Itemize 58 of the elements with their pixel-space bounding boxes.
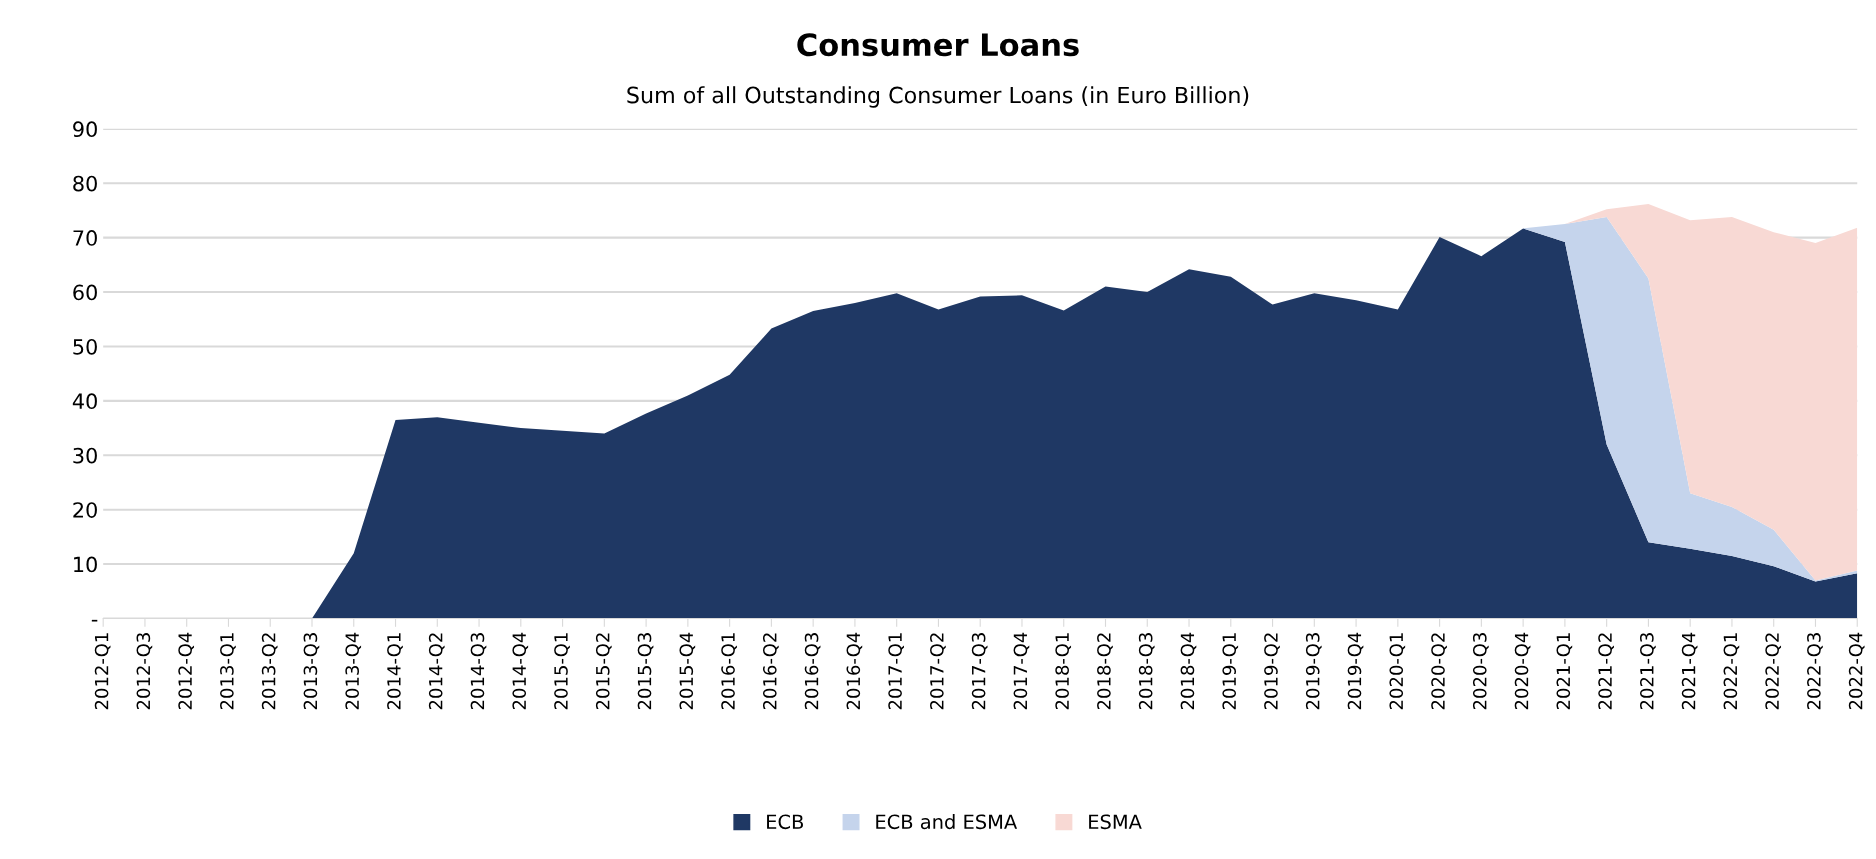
x-tick-label: 2012-Q3	[136, 633, 153, 710]
x-tick-label: 2017-Q1	[888, 633, 904, 710]
x-tick-label: 2016-Q2	[762, 633, 779, 710]
y-tick-label: -	[91, 619, 98, 622]
x-tick-label: 2014-Q4	[512, 632, 529, 710]
x-tick-label: 2022-Q2	[1765, 633, 1782, 710]
x-tick-label: 2016-Q4	[846, 632, 863, 710]
x-tick-label: 2021-Q4	[1681, 632, 1698, 710]
x-tick-label: 2014-Q3	[470, 633, 487, 710]
x-tick-label: 2013-Q2	[261, 633, 278, 710]
y-tick-label: 10	[74, 556, 97, 573]
x-tick-label: 2017-Q4	[1013, 632, 1030, 710]
y-tick-label: 20	[73, 502, 97, 518]
chart-title: Consumer Loans	[797, 33, 1079, 57]
y-tick-label: 40	[72, 393, 97, 410]
x-tick-label: 2021-Q1	[1556, 633, 1573, 710]
y-tick-label: 70	[73, 230, 97, 246]
x-tick-label: 2022-Q3	[1807, 633, 1823, 710]
y-tick-label: 50	[73, 338, 97, 355]
x-tick-label: 2015-Q1	[554, 633, 570, 710]
x-tick-label: 2020-Q1	[1389, 633, 1406, 710]
x-tick-label: 2019-Q3	[1305, 633, 1322, 710]
x-tick-label: 2022-Q4	[1848, 632, 1865, 710]
x-tick-label: 2013-Q4	[345, 632, 362, 710]
x-tick-label: 2013-Q3	[303, 633, 320, 710]
x-tick-label: 2012-Q1	[94, 633, 111, 710]
legend-label: ECB	[767, 814, 803, 830]
legend-label: ECB and ESMA	[876, 814, 1018, 830]
x-tick-label: 2019-Q4	[1347, 632, 1364, 710]
x-tick-label: 2022-Q1	[1723, 633, 1740, 710]
x-tick-label: 2021-Q2	[1598, 633, 1614, 710]
chart-subtitle: Sum of all Outstanding Consumer Loans (in Euro Billion)	[627, 86, 1249, 108]
x-tick-label: 2018-Q1	[1055, 633, 1072, 710]
x-tick-label: 2017-Q3	[971, 633, 988, 710]
y-tick-label: 30	[73, 447, 97, 464]
x-tick-label: 2021-Q3	[1640, 633, 1656, 710]
x-tick-label: 2018-Q4	[1180, 632, 1197, 710]
y-tick-label: 90	[73, 121, 97, 138]
x-tick-label: 2020-Q2	[1431, 633, 1447, 710]
x-tick-label: 2012-Q4	[178, 632, 195, 710]
x-tick-label: 2015-Q3	[637, 633, 654, 710]
x-tick-label: 2013-Q1	[220, 633, 236, 710]
x-tick-label: 2020-Q3	[1472, 633, 1489, 710]
x-tick-label: 2016-Q3	[804, 633, 821, 710]
x-tick-label: 2019-Q2	[1264, 633, 1280, 710]
x-tick-label: 2014-Q2	[428, 633, 445, 710]
x-tick-label: 2019-Q1	[1222, 633, 1239, 710]
y-tick-label: 60	[73, 284, 97, 301]
x-tick-label: 2014-Q1	[387, 633, 403, 710]
x-tick-label: 2016-Q1	[721, 633, 737, 710]
x-tick-label: 2017-Q2	[930, 633, 946, 710]
x-tick-label: 2018-Q3	[1138, 633, 1155, 710]
legend-label: ESMA	[1089, 814, 1142, 830]
x-tick-label: 2018-Q2	[1097, 633, 1113, 710]
x-tick-label: 2015-Q4	[679, 632, 696, 710]
y-tick-label: 80	[73, 175, 97, 192]
x-tick-label: 2015-Q2	[595, 633, 612, 710]
x-tick-label: 2020-Q4	[1514, 632, 1531, 710]
